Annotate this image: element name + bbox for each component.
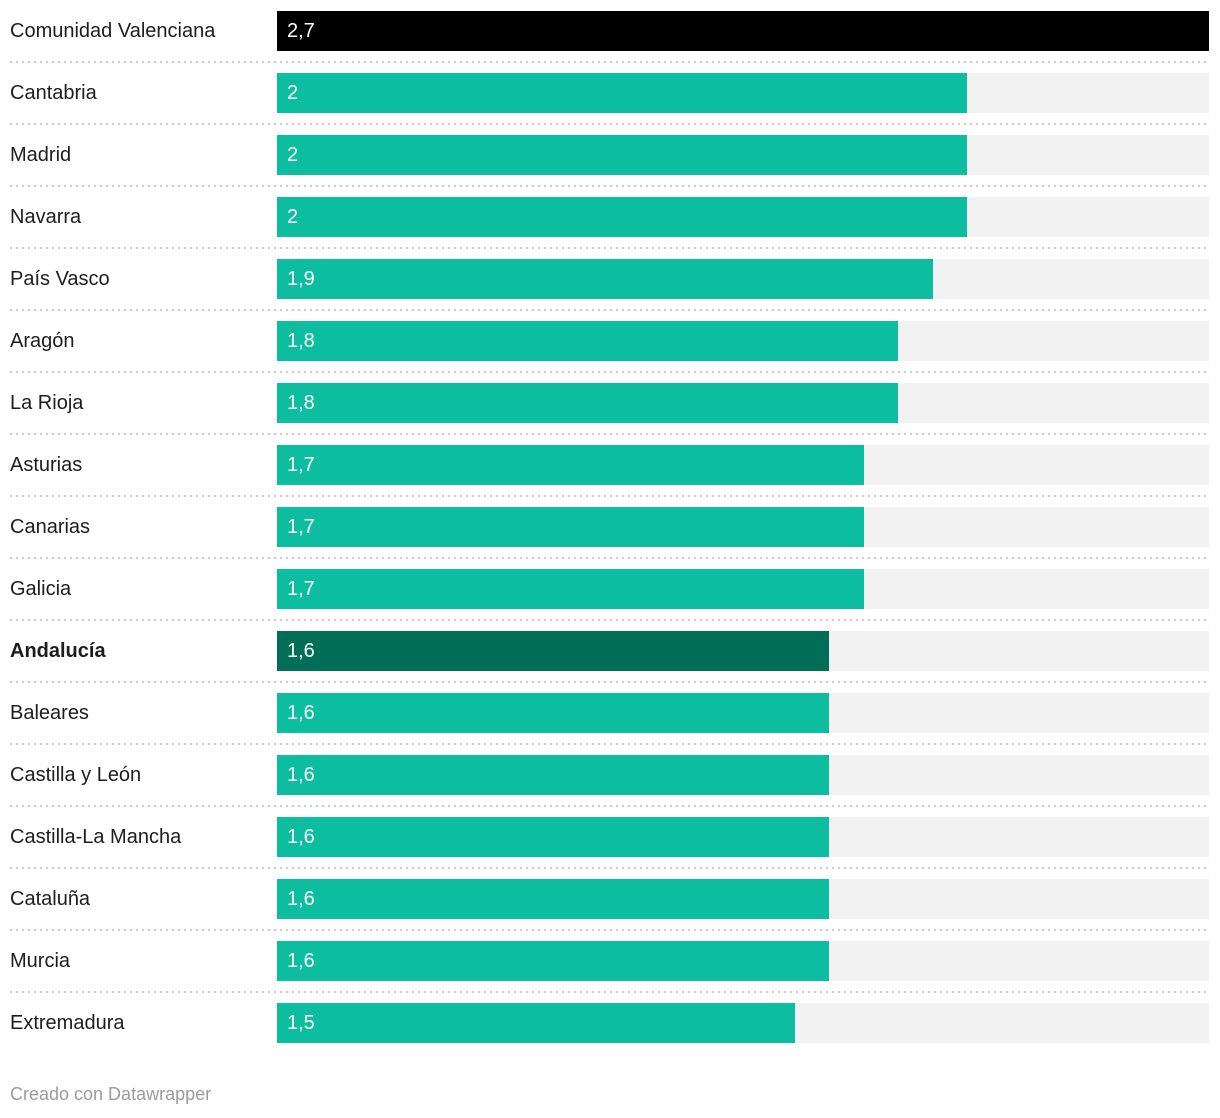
bar-track: 1,8 — [277, 321, 1209, 361]
category-label: Asturias — [10, 454, 83, 476]
bar-track: 1,6 — [277, 941, 1209, 981]
category-label: Extremadura — [10, 1012, 125, 1034]
value-label: 1,8 — [287, 391, 315, 414]
bar-track: 1,5 — [277, 1003, 1209, 1043]
value-label: 1,8 — [287, 329, 315, 352]
bar-track: 1,6 — [277, 693, 1209, 733]
value-label: 1,7 — [287, 577, 315, 600]
value-label: 2,7 — [287, 19, 315, 42]
bar-track: 2 — [277, 135, 1209, 175]
bar-track: 1,6 — [277, 755, 1209, 795]
category-label: Madrid — [10, 144, 72, 166]
bar: 1,6 — [277, 693, 830, 733]
chart-row: Baleares 1,6 — [0, 682, 1220, 745]
value-label: 1,7 — [287, 515, 315, 538]
bar-track: 1,9 — [277, 259, 1209, 299]
category-label: Baleares — [10, 702, 89, 724]
bar: 2 — [277, 135, 968, 175]
value-label: 2 — [287, 143, 299, 166]
category-label: Cataluña — [10, 888, 91, 910]
bar-track: 2,7 — [277, 11, 1209, 51]
bar-track: 1,7 — [277, 445, 1209, 485]
bar: 2 — [277, 73, 968, 113]
chart-row: Comunidad Valenciana 2,7 — [0, 0, 1220, 63]
chart-row: La Rioja 1,8 — [0, 372, 1220, 435]
value-label: 2 — [287, 205, 299, 228]
bar-track: 1,6 — [277, 631, 1209, 671]
chart-row: Aragón 1,8 — [0, 310, 1220, 373]
value-label: 1,6 — [287, 763, 315, 786]
chart-row: Galicia 1,7 — [0, 558, 1220, 621]
category-label: Castilla-La Mancha — [10, 826, 182, 848]
chart-row: Cataluña 1,6 — [0, 868, 1220, 931]
bar: 2 — [277, 197, 968, 237]
bar: 2,7 — [277, 11, 1209, 51]
datawrapper-attribution: Creado con Datawrapper — [10, 1084, 212, 1104]
value-label: 1,6 — [287, 887, 315, 910]
bar-track: 1,6 — [277, 879, 1209, 919]
value-label: 1,5 — [287, 1011, 315, 1034]
value-label: 1,9 — [287, 267, 315, 290]
bar-track: 2 — [277, 197, 1209, 237]
bar: 1,6 — [277, 755, 830, 795]
value-label: 2 — [287, 81, 299, 104]
category-label: Comunidad Valenciana — [10, 20, 216, 42]
chart-row: Cantabria 2 — [0, 62, 1220, 125]
value-label: 1,7 — [287, 453, 315, 476]
chart-rows: Comunidad Valenciana 2,7 Cantabria 2 Madrid 2… — [0, 0, 1220, 1054]
bar-track: 1,8 — [277, 383, 1209, 423]
value-label: 1,6 — [287, 639, 315, 662]
chart-row: Canarias 1,7 — [0, 496, 1220, 559]
category-label: Andalucía — [10, 640, 106, 662]
category-label: Galicia — [10, 578, 72, 600]
category-label: Cantabria — [10, 82, 97, 104]
bar-track: 2 — [277, 73, 1209, 113]
value-label: 1,6 — [287, 701, 315, 724]
bar: 1,6 — [277, 879, 830, 919]
chart-row: Madrid 2 — [0, 124, 1220, 187]
category-label: Castilla y León — [10, 764, 142, 786]
bar: 1,8 — [277, 321, 899, 361]
category-label: Aragón — [10, 330, 75, 352]
bar: 1,5 — [277, 1003, 795, 1043]
chart-row: Extremadura 1,5 — [0, 992, 1220, 1054]
bar: 1,6 — [277, 941, 830, 981]
chart-row: Murcia 1,6 — [0, 930, 1220, 993]
chart-row: Castilla-La Mancha 1,6 — [0, 806, 1220, 869]
bar-track: 1,6 — [277, 817, 1209, 857]
bar-track: 1,7 — [277, 569, 1209, 609]
bar: 1,6 — [277, 631, 830, 671]
bar: 1,6 — [277, 817, 830, 857]
category-label: Murcia — [10, 950, 71, 972]
bar: 1,8 — [277, 383, 899, 423]
chart-row: Navarra 2 — [0, 186, 1220, 249]
bar: 1,7 — [277, 507, 864, 547]
chart-row: Andalucía 1,6 — [0, 620, 1220, 683]
bar: 1,7 — [277, 569, 864, 609]
category-label: Canarias — [10, 516, 91, 538]
chart-row: Asturias 1,7 — [0, 434, 1220, 497]
bar: 1,7 — [277, 445, 864, 485]
bar: 1,9 — [277, 259, 933, 299]
category-label: La Rioja — [10, 392, 84, 414]
category-label: País Vasco — [10, 268, 110, 290]
chart-row: País Vasco 1,9 — [0, 248, 1220, 311]
value-label: 1,6 — [287, 825, 315, 848]
bar-track: 1,7 — [277, 507, 1209, 547]
category-label: Navarra — [10, 206, 82, 228]
value-label: 1,6 — [287, 949, 315, 972]
chart-row: Castilla y León 1,6 — [0, 744, 1220, 807]
